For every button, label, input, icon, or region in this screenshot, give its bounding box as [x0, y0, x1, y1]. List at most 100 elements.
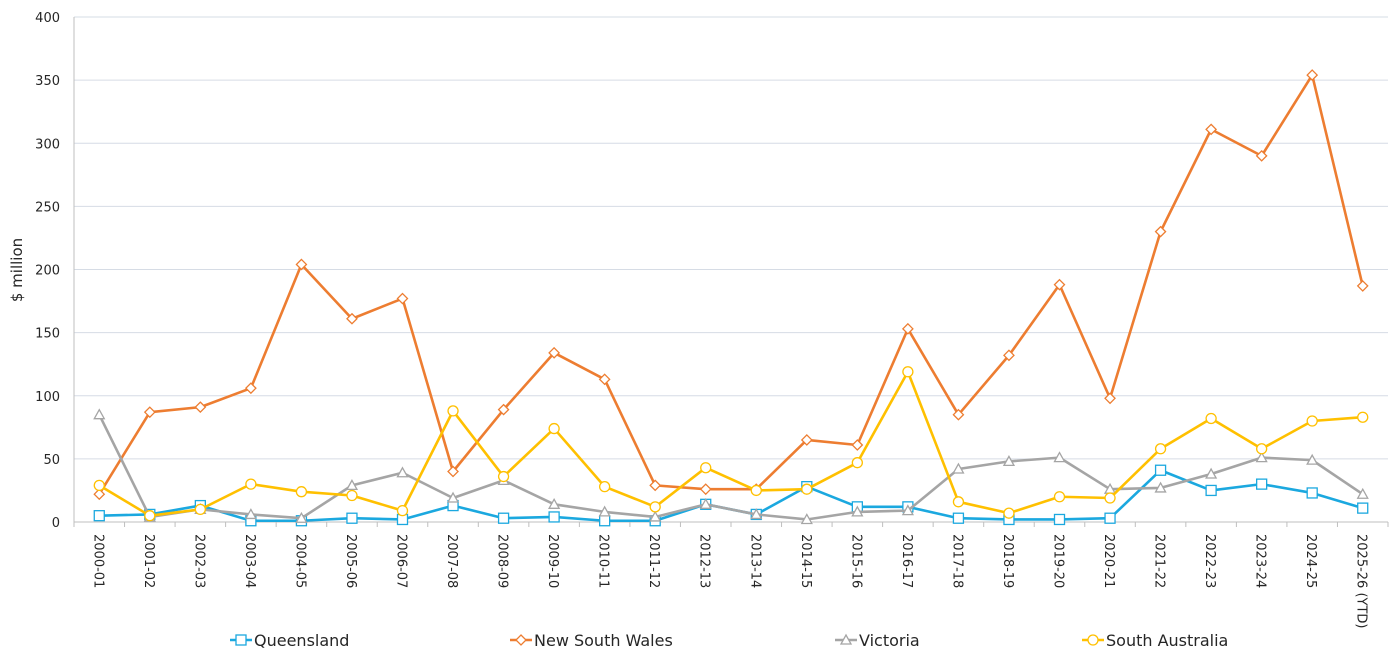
data-point-marker	[447, 465, 459, 478]
data-point-marker	[1356, 279, 1369, 292]
data-point-marker	[93, 488, 106, 501]
data-point-marker	[497, 470, 510, 483]
y-tick-label: 0	[52, 516, 60, 531]
data-point-marker	[548, 497, 561, 509]
series-line	[97, 413, 1365, 521]
data-point-marker	[1154, 481, 1167, 493]
legend-item: South Australia	[1082, 631, 1228, 650]
legend-item: Victoria	[835, 631, 920, 650]
x-tick-label: 2020-21	[1101, 534, 1116, 588]
data-point-marker	[346, 512, 358, 524]
data-point-marker	[598, 373, 611, 386]
data-point-marker	[295, 258, 308, 271]
data-point-marker	[1053, 491, 1066, 503]
data-point-marker	[346, 312, 358, 325]
data-point-marker	[1255, 451, 1268, 463]
data-point-marker	[649, 501, 661, 513]
x-tick-label: 2025-26 (YTD)	[1354, 534, 1369, 629]
data-point-marker	[800, 434, 813, 446]
data-point-marker	[901, 322, 914, 335]
y-tick-label: 250	[35, 200, 60, 215]
data-point-marker	[1087, 634, 1099, 646]
data-point-marker	[194, 503, 206, 516]
data-point-marker	[952, 408, 965, 421]
data-point-marker	[295, 511, 308, 523]
data-point-marker	[952, 462, 965, 474]
data-point-marker	[235, 634, 247, 646]
x-tick-label: 2009-10	[545, 534, 560, 588]
data-point-marker	[1357, 502, 1369, 514]
y-tick-label: 400	[35, 11, 60, 26]
series-lines	[93, 69, 1369, 527]
x-tick-label: 2017-18	[949, 534, 964, 588]
x-tick-label: 2003-04	[242, 534, 257, 588]
y-tick-label: 50	[43, 453, 60, 468]
y-tick-label: 150	[35, 327, 60, 342]
data-point-marker	[194, 401, 207, 414]
data-point-marker	[1154, 225, 1167, 238]
data-point-marker	[1053, 513, 1066, 526]
data-point-marker	[396, 292, 409, 305]
x-tick-label: 2024-25	[1303, 534, 1318, 588]
x-tick-label: 2014-15	[798, 534, 813, 588]
data-point-marker	[699, 497, 712, 509]
x-tick-label: 2011-12	[646, 534, 661, 588]
y-tick-labels: 0 50 100 150 200 250 300 350 400	[35, 11, 60, 531]
legend: Queensland New South Wales Victoria South A…	[230, 631, 1228, 650]
data-point-marker	[1256, 478, 1268, 490]
data-point-marker	[1306, 487, 1318, 499]
data-point-marker	[1205, 484, 1217, 497]
data-point-marker	[497, 403, 510, 416]
legend-label: South Australia	[1106, 631, 1228, 650]
series-line	[97, 73, 1365, 496]
data-point-marker	[396, 504, 409, 517]
x-tick-label: 2021-22	[1152, 534, 1167, 588]
data-point-marker	[548, 422, 560, 435]
data-point-marker	[1104, 492, 1116, 504]
data-point-marker	[548, 511, 560, 523]
data-point-marker	[1154, 443, 1167, 455]
data-point-marker	[750, 508, 763, 520]
data-point-marker	[1154, 464, 1167, 476]
data-point-marker	[1255, 149, 1268, 162]
data-point-marker	[93, 479, 105, 492]
x-tick-label: 2002-03	[191, 534, 206, 588]
x-tick-label: 2006-07	[394, 534, 409, 588]
axes	[73, 17, 1389, 527]
x-tick-label: 2012-13	[697, 534, 712, 588]
legend-item: Queensland	[230, 631, 349, 650]
data-point-marker	[143, 406, 156, 419]
data-point-marker	[1003, 507, 1015, 519]
y-tick-label: 100	[35, 390, 60, 405]
x-tick-label: 2005-06	[343, 534, 358, 588]
x-tick-label: 2010-11	[596, 534, 611, 588]
data-point-marker	[396, 466, 409, 478]
series-south-australia	[93, 366, 1369, 522]
data-point-marker	[649, 510, 662, 522]
data-point-marker	[901, 504, 914, 516]
data-point-marker	[1306, 415, 1318, 427]
x-tick-label: 2004-05	[292, 534, 307, 588]
x-tick-label: 2000-01	[90, 534, 105, 588]
data-point-marker	[599, 515, 611, 527]
x-tick-label: 2018-19	[1000, 534, 1015, 588]
data-point-marker	[649, 479, 662, 492]
data-point-marker	[144, 510, 156, 522]
data-point-marker	[1053, 278, 1066, 291]
data-point-marker	[245, 478, 257, 490]
data-point-marker	[851, 505, 864, 517]
x-tick-label: 2007-08	[444, 534, 459, 588]
x-tick-label: 2019-20	[1051, 534, 1066, 588]
data-point-marker	[952, 512, 965, 524]
data-point-marker	[1205, 412, 1217, 425]
data-point-marker	[851, 439, 864, 451]
data-point-marker	[1256, 443, 1268, 455]
y-axis-title: $ million	[8, 238, 26, 302]
data-point-marker	[699, 483, 712, 496]
data-point-marker	[952, 496, 965, 508]
y-tick-label: 300	[35, 137, 60, 152]
data-point-marker	[1002, 455, 1016, 467]
x-tick-label: 2001-02	[141, 534, 156, 588]
legend-label: New South Wales	[534, 631, 673, 650]
